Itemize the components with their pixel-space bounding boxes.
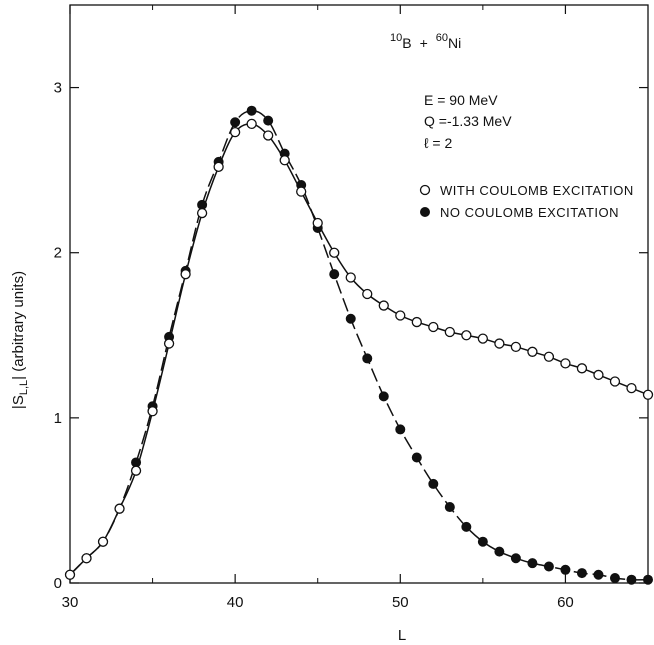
- point-with-coulomb: [329, 247, 340, 258]
- y-tick-label: 0: [54, 575, 62, 592]
- y-axis-label: |SL,L| (arbitrary units): [10, 271, 30, 409]
- point-with-coulomb: [527, 346, 538, 357]
- y-axis-label-main: |S: [10, 395, 27, 409]
- axis-ticks: [69, 5, 648, 584]
- svg-text:|SL,L| (arbitrary units): |SL,L| (arbitrary units): [10, 271, 30, 409]
- point-no-coulomb: [362, 353, 373, 364]
- point-no-coulomb: [560, 564, 571, 575]
- point-no-coulomb: [444, 502, 455, 513]
- point-no-coulomb: [378, 391, 389, 402]
- plot-frame: [69, 4, 649, 584]
- annotation-l-transfer: ℓ = 2: [424, 135, 452, 151]
- point-with-coulomb: [411, 316, 422, 328]
- point-with-coulomb: [130, 465, 142, 476]
- point-with-coulomb: [642, 389, 654, 400]
- point-no-coulomb: [329, 269, 340, 280]
- point-with-coulomb: [345, 272, 356, 283]
- point-no-coulomb: [510, 553, 521, 564]
- point-no-coulomb: [527, 558, 538, 569]
- point-no-coulomb: [494, 546, 505, 557]
- point-no-coulomb: [626, 574, 637, 585]
- point-with-coulomb: [97, 536, 109, 547]
- point-with-coulomb: [229, 127, 241, 138]
- point-with-coulomb: [593, 369, 604, 381]
- point-with-coulomb: [213, 161, 224, 172]
- point-no-coulomb: [411, 452, 422, 463]
- point-with-coulomb: [163, 338, 175, 349]
- point-with-coulomb: [279, 155, 290, 166]
- x-tick-label: 50: [392, 594, 409, 611]
- plot-border: [69, 4, 649, 584]
- point-no-coulomb: [461, 521, 472, 532]
- point-with-coulomb: [263, 130, 274, 141]
- point-no-coulomb: [593, 569, 604, 580]
- point-no-coulomb: [428, 478, 439, 489]
- y-tick-label: 2: [54, 245, 62, 262]
- point-with-coulomb: [560, 358, 571, 369]
- point-with-coulomb: [461, 330, 472, 341]
- point-no-coulomb: [576, 568, 587, 579]
- point-no-coulomb: [609, 573, 620, 584]
- annotation-q-value: Q =-1.33 MeV: [424, 113, 512, 129]
- x-tick-label: 40: [227, 594, 244, 611]
- point-no-coulomb: [395, 424, 406, 435]
- reaction-label: 10B +60Ni: [390, 32, 461, 51]
- point-with-coulomb: [362, 288, 373, 300]
- target-symbol: Ni: [448, 35, 461, 51]
- legend-label-with-coulomb: WITH COULOMB EXCITATION: [440, 183, 634, 198]
- y-tick-label: 3: [54, 80, 62, 97]
- point-with-coulomb: [477, 333, 489, 344]
- point-with-coulomb: [494, 338, 505, 349]
- y-axis-label-subscript: L,L: [18, 380, 30, 395]
- tick-labels: 30 40 50 60 0 1 2 3: [54, 80, 574, 611]
- point-with-coulomb: [246, 118, 257, 130]
- projectile-symbol: B: [402, 35, 411, 51]
- legend-label-no-coulomb: NO COULOMB EXCITATION: [440, 205, 619, 220]
- point-with-coulomb: [312, 217, 323, 229]
- point-no-coulomb: [345, 313, 356, 324]
- x-axis-label: L: [398, 627, 406, 644]
- point-with-coulomb: [81, 553, 92, 564]
- point-with-coulomb: [609, 376, 621, 387]
- legend-marker-open-circle: [419, 184, 431, 196]
- point-with-coulomb: [180, 269, 191, 280]
- point-with-coulomb: [196, 207, 208, 219]
- point-with-coulomb: [428, 321, 439, 333]
- point-no-coulomb: [543, 561, 554, 572]
- point-with-coulomb: [626, 382, 637, 394]
- point-with-coulomb: [64, 569, 76, 580]
- point-with-coulomb: [114, 503, 125, 514]
- point-with-coulomb: [510, 341, 522, 352]
- x-tick-label: 30: [62, 594, 79, 611]
- point-with-coulomb: [576, 363, 588, 374]
- point-with-coulomb: [378, 300, 389, 311]
- projectile-mass: 10: [390, 32, 402, 44]
- annotation-energy: E = 90 MeV: [424, 92, 498, 108]
- target-mass: 60: [436, 32, 448, 44]
- point-no-coulomb: [263, 115, 274, 126]
- point-no-coulomb: [477, 536, 488, 547]
- x-tick-label: 60: [557, 594, 574, 611]
- point-with-coulomb: [444, 326, 455, 338]
- reaction-plus: +: [420, 35, 428, 51]
- point-no-coulomb: [643, 574, 653, 585]
- point-with-coulomb: [296, 186, 307, 197]
- legend: WITH COULOMB EXCITATION NO COULOMB EXCIT…: [419, 183, 634, 220]
- point-with-coulomb: [543, 351, 555, 362]
- curve-no-coulomb: [69, 109, 649, 581]
- legend-marker-filled-circle: [420, 207, 430, 217]
- point-no-coulomb: [230, 117, 241, 128]
- series-points: [64, 105, 654, 585]
- series-curves: [69, 109, 649, 581]
- point-with-coulomb: [395, 310, 406, 321]
- point-no-coulomb: [246, 105, 257, 116]
- point-with-coulomb: [147, 406, 158, 417]
- y-tick-label: 1: [54, 410, 62, 427]
- y-axis-label-tail: | (arbitrary units): [10, 271, 27, 380]
